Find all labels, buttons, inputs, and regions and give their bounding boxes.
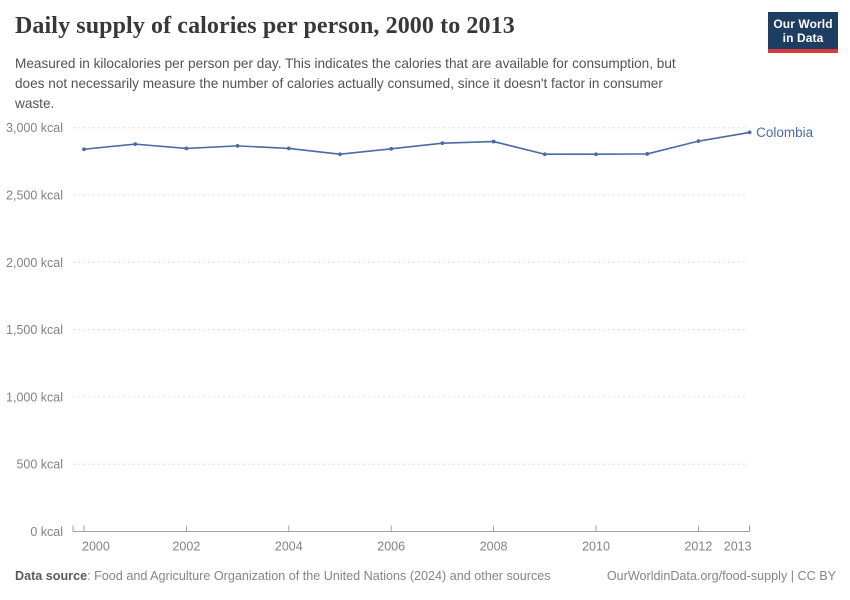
x-tick-label: 2010 xyxy=(582,540,610,554)
y-tick-label: 3,000 kcal xyxy=(6,121,63,135)
data-point-marker xyxy=(338,152,342,157)
y-tick-label: 1,000 kcal xyxy=(6,390,63,404)
data-point-marker xyxy=(440,141,445,146)
x-tick-label: 2000 xyxy=(82,540,110,554)
y-tick-label: 0 kcal xyxy=(30,525,63,539)
owid-logo[interactable]: Our World in Data xyxy=(768,12,838,53)
series-label: Colombia xyxy=(756,125,814,140)
data-point-marker xyxy=(235,143,240,148)
data-point-marker xyxy=(491,139,496,144)
x-tick-label: 2008 xyxy=(480,540,508,554)
x-tick-label: 2012 xyxy=(684,540,712,554)
y-tick-label: 1,500 kcal xyxy=(6,323,63,337)
y-tick-label: 2,000 kcal xyxy=(6,256,63,270)
y-tick-label: 2,500 kcal xyxy=(6,189,63,203)
data-source: Data source: Food and Agriculture Organi… xyxy=(15,569,551,583)
data-point-marker xyxy=(542,152,547,157)
attribution-link[interactable]: OurWorldinData.org/food-supply | CC BY xyxy=(606,569,836,583)
x-tick-label: 2004 xyxy=(275,540,303,554)
data-source-separator: : xyxy=(87,569,95,583)
line-chart[interactable]: 0 kcal 500 kcal 1,000 kcal 1,500 kcal 2,000 … xyxy=(0,113,850,560)
data-point-marker xyxy=(184,146,189,151)
data-point-marker xyxy=(645,152,650,156)
page-title: Daily supply of calories per person, 200… xyxy=(15,13,515,39)
x-tick-label: 2013 xyxy=(724,540,752,554)
chart-footer: Data source: Food and Agriculture Organi… xyxy=(15,569,836,583)
x-tick-label: 2002 xyxy=(172,540,200,554)
data-point-marker xyxy=(594,152,598,157)
owid-logo-line2: in Data xyxy=(782,31,824,45)
data-point-marker xyxy=(82,147,86,152)
data-point-marker xyxy=(696,139,701,144)
page-subtitle: Measured in kilocalories per person per … xyxy=(15,56,676,111)
data-point-marker xyxy=(133,142,138,147)
data-source-text: Food and Agriculture Organization of the… xyxy=(94,569,551,583)
owid-logo-line1: Our World xyxy=(773,17,833,31)
data-point-marker xyxy=(747,130,752,135)
series-line xyxy=(83,131,751,156)
data-point-marker xyxy=(286,146,291,151)
data-point-marker xyxy=(389,146,394,151)
data-source-label: Data source xyxy=(15,569,88,583)
x-tick-label: 2006 xyxy=(377,540,405,554)
y-tick-label: 500 kcal xyxy=(16,458,63,472)
